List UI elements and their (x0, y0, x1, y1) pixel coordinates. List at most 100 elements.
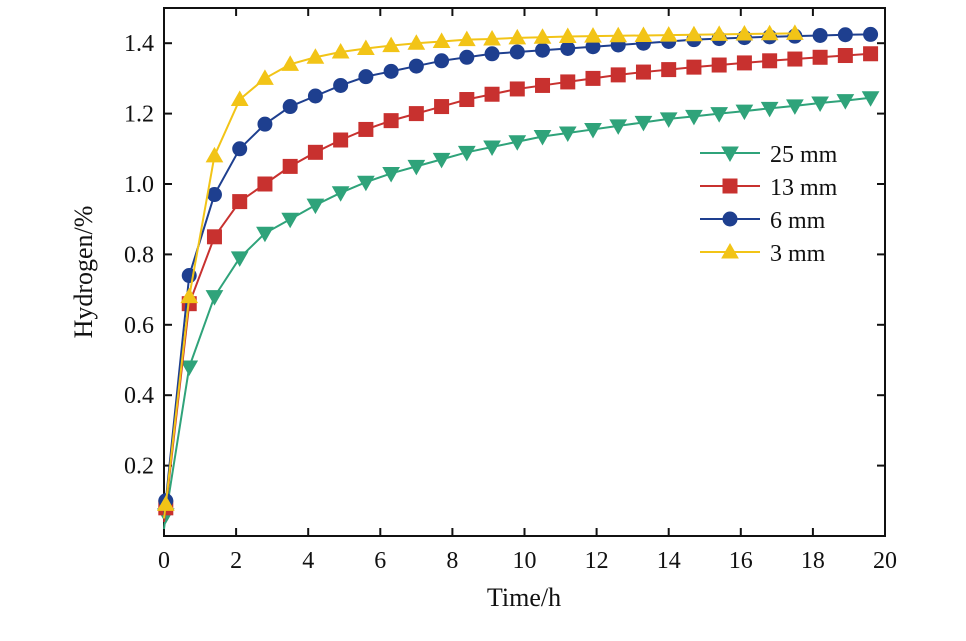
data-point (357, 39, 375, 55)
y-tick-label: 1.4 (124, 31, 154, 57)
data-point (484, 46, 500, 62)
data-point (408, 106, 424, 122)
data-point (786, 24, 804, 40)
data-point (382, 166, 400, 183)
data-point (331, 186, 350, 202)
x-tick-label: 0 (158, 548, 170, 574)
data-point (256, 69, 274, 85)
data-point (685, 109, 703, 126)
data-point (434, 99, 450, 115)
x-tick-label: 2 (230, 548, 242, 574)
data-point (383, 63, 399, 79)
legend-marker (722, 211, 738, 227)
data-point (281, 212, 300, 229)
data-point (786, 99, 804, 115)
data-point (382, 36, 400, 53)
data-point (206, 229, 222, 245)
series-line (163, 96, 871, 530)
data-point (383, 113, 399, 129)
data-point (434, 53, 450, 69)
data-point (710, 25, 729, 41)
x-tick-label: 20 (873, 548, 897, 574)
data-point (861, 91, 880, 107)
data-point (711, 57, 727, 73)
y-tick-label: 0.4 (124, 383, 154, 409)
data-point (812, 27, 828, 43)
data-point (484, 86, 500, 102)
data-point (837, 27, 853, 43)
series-line (163, 32, 795, 519)
data-point (232, 141, 248, 157)
legend: 25 mm 13 mm 6 mm 3 mm (700, 142, 838, 267)
data-point (558, 126, 577, 142)
data-point (180, 287, 199, 304)
y-tick-label: 0.6 (124, 313, 154, 339)
data-point (408, 58, 424, 74)
data-point (560, 40, 576, 56)
data-point (685, 25, 703, 42)
data-point (535, 77, 551, 93)
data-point (811, 96, 829, 113)
data-point (230, 251, 249, 267)
data-point (232, 194, 248, 210)
data-point (432, 152, 451, 169)
data-point (206, 187, 222, 203)
data-point (837, 48, 853, 64)
series-6-mm (158, 26, 879, 516)
y-tick-label: 1.2 (124, 102, 154, 128)
data-point (457, 145, 476, 162)
data-point (407, 159, 426, 176)
data-point (812, 49, 828, 65)
data-point (407, 34, 426, 50)
data-point (306, 48, 325, 64)
data-point (282, 99, 298, 115)
x-tick-label: 12 (585, 548, 609, 574)
data-point (331, 42, 350, 59)
data-point (457, 30, 476, 47)
data-point (609, 119, 628, 135)
data-point (634, 26, 653, 42)
data-point (357, 175, 375, 192)
legend-label: 6 mm (770, 208, 826, 234)
data-point (659, 112, 678, 128)
data-point (333, 77, 349, 93)
x-tick-label: 16 (729, 548, 753, 574)
x-tick-label: 4 (302, 548, 314, 574)
legend-label: 13 mm (770, 175, 838, 201)
data-point (760, 24, 779, 41)
data-point (306, 198, 325, 215)
data-point (560, 74, 576, 90)
data-point (710, 107, 729, 123)
data-point (257, 116, 273, 132)
data-point (508, 135, 527, 151)
data-point (508, 28, 527, 45)
data-point (358, 69, 374, 85)
data-point (358, 121, 374, 137)
data-point (836, 94, 855, 110)
data-point (659, 26, 678, 42)
data-point (459, 49, 475, 65)
x-tick-label: 14 (657, 548, 681, 574)
data-point (787, 51, 803, 67)
data-point (863, 46, 879, 62)
data-point (509, 44, 525, 60)
data-point (535, 42, 551, 58)
data-point (205, 146, 224, 163)
data-point (736, 55, 752, 71)
x-tick-label: 18 (801, 548, 825, 574)
data-point (257, 176, 273, 192)
data-point (661, 62, 677, 78)
data-point (282, 158, 298, 174)
data-point (230, 90, 249, 107)
data-point (533, 129, 552, 146)
data-point (483, 140, 501, 157)
data-point (281, 55, 300, 71)
data-point (558, 27, 577, 44)
y-axis-title: Hydrogen/% (69, 206, 98, 339)
data-point (584, 122, 602, 139)
series-13-mm (158, 46, 879, 523)
data-point (180, 360, 199, 377)
series-3-mm (156, 24, 804, 519)
